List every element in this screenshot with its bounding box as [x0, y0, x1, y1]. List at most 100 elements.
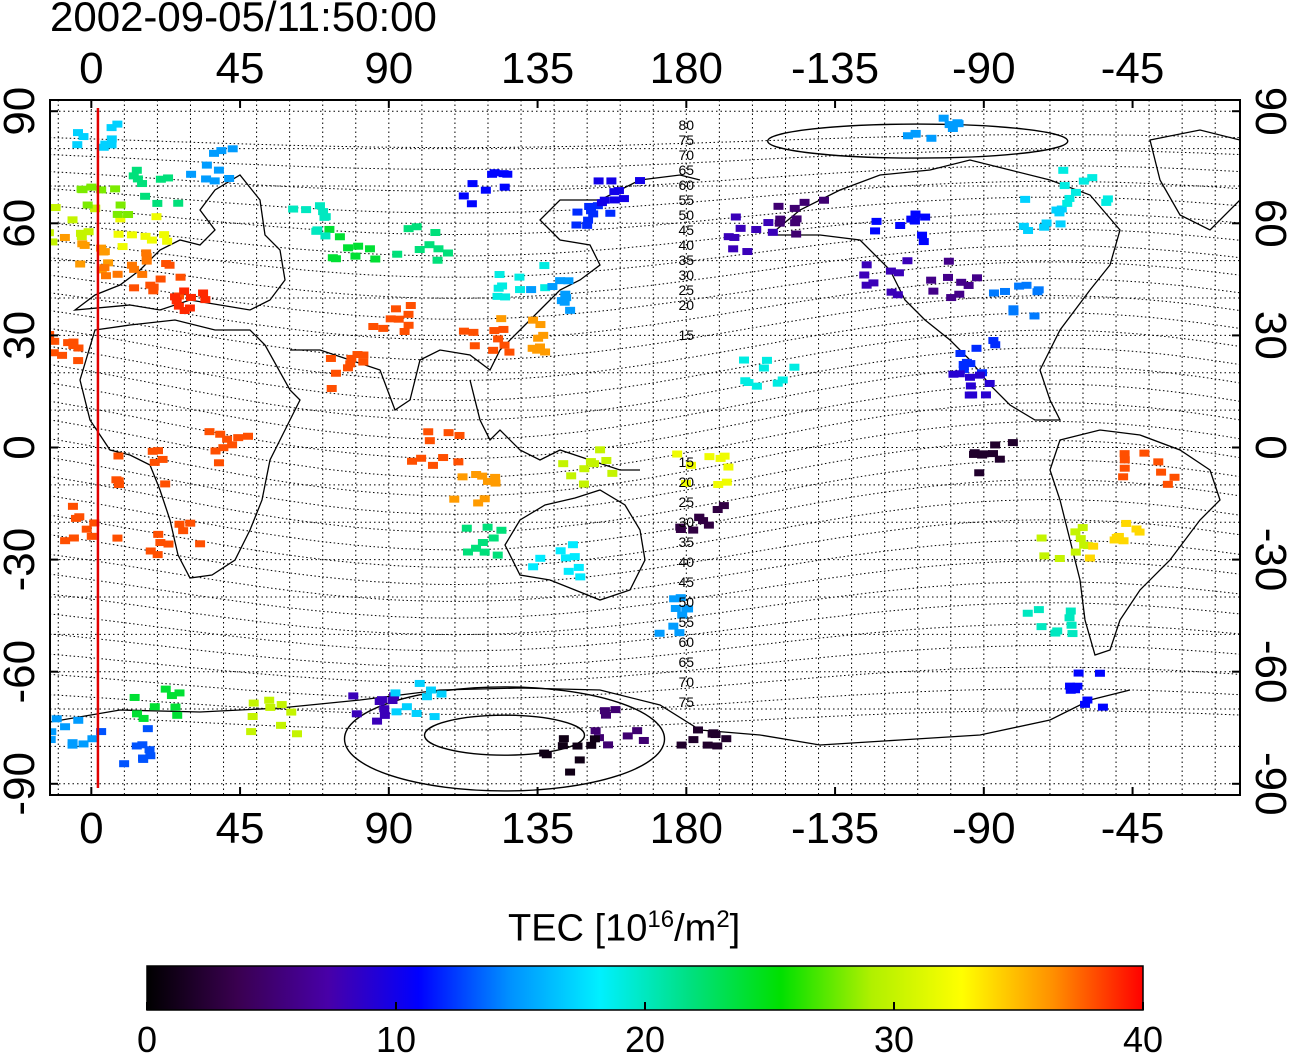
tec-cell — [861, 261, 872, 269]
tec-cell — [179, 287, 190, 295]
latitude-label-right: 90 — [1246, 87, 1292, 136]
tec-cell — [677, 611, 688, 619]
tec-cell — [113, 481, 124, 489]
tec-cell — [163, 540, 174, 548]
tec-cell — [276, 701, 287, 709]
magnetic-latitude-contours — [50, 123, 1240, 792]
tec-cell — [1118, 537, 1129, 545]
tec-cell — [573, 563, 584, 571]
tec-cell — [739, 356, 750, 364]
magnetic-latitude-label: 20 — [679, 297, 695, 313]
tec-cell — [1029, 312, 1040, 320]
magnetic-latitude-contour — [50, 479, 1240, 551]
tec-cell — [112, 210, 123, 218]
tec-cell — [610, 706, 621, 714]
tec-cell — [82, 201, 93, 209]
magnetic-latitude-contour — [50, 180, 1240, 214]
tec-cell — [675, 594, 686, 602]
tec-cell — [1097, 703, 1108, 711]
tec-cell — [938, 114, 949, 122]
tec-cell — [145, 281, 156, 289]
tec-cell — [728, 245, 739, 253]
magnetic-latitude-contour — [50, 519, 1240, 586]
tec-cell — [147, 447, 158, 455]
tec-cell — [60, 537, 71, 545]
tec-cell — [50, 349, 59, 357]
tec-cell — [73, 716, 84, 724]
tec-cell — [74, 513, 85, 521]
tec-cell — [893, 269, 904, 277]
tec-cell — [763, 219, 774, 227]
longitude-ticks-bottom: 0 45 90 135 180 -135 -90 -45 — [79, 787, 1164, 853]
magnetic-latitude-contour — [50, 402, 1240, 478]
tec-cell — [153, 530, 164, 538]
tec-cell — [987, 450, 998, 458]
tec-cell — [1065, 607, 1076, 615]
magnetic-latitude-contour — [50, 499, 1240, 568]
tec-cell — [106, 141, 117, 149]
tec-cell — [175, 273, 186, 281]
latitude-label-right: -30 — [1246, 528, 1292, 592]
tec-cell — [777, 376, 788, 384]
tec-cell — [528, 563, 539, 571]
tec-cell — [514, 273, 525, 281]
tec-cell — [958, 365, 969, 373]
tec-cell — [584, 202, 595, 210]
magnetic-latitude-label: 45 — [679, 574, 695, 590]
magnetic-latitude-contour — [50, 295, 1240, 361]
magnetic-latitude-label: 25 — [679, 494, 695, 510]
tec-cell — [632, 727, 643, 735]
tec-cell — [526, 286, 537, 294]
tec-cell — [113, 452, 124, 460]
australia-coastline — [504, 489, 646, 601]
tec-cell — [442, 249, 453, 257]
tec-cell — [680, 479, 691, 487]
magnetic-latitude-contour — [50, 212, 1240, 257]
tec-cell — [571, 221, 582, 229]
magnetic-latitude-label: 25 — [679, 282, 695, 298]
tec-cell — [224, 174, 235, 182]
tec-cell — [148, 287, 159, 295]
tec-cell — [492, 292, 503, 300]
tec-cell — [392, 250, 403, 258]
tec-cell — [488, 346, 499, 354]
tec-cell — [390, 305, 401, 313]
tec-cell — [613, 187, 624, 195]
tec-cell — [330, 369, 341, 377]
tec-cell — [142, 725, 153, 733]
tec-cell — [702, 741, 713, 749]
africa-coastline — [79, 319, 301, 579]
colorbar-tick-label: 30 — [874, 1019, 914, 1057]
tec-cell — [674, 629, 685, 637]
tec-cell — [489, 169, 500, 177]
tec-cell — [493, 335, 504, 343]
tec-cell — [723, 463, 734, 471]
tec-cell — [954, 370, 965, 378]
tec-cell — [557, 742, 568, 750]
longitude-label-bottom: 0 — [79, 804, 103, 853]
tec-cell — [129, 265, 140, 273]
tec-cell — [910, 129, 921, 137]
tec-cell — [974, 469, 985, 477]
tec-cell — [585, 458, 596, 466]
tec-cell — [558, 460, 569, 468]
tec-cell — [325, 354, 336, 362]
tec-cell — [868, 279, 879, 287]
tec-cell — [385, 315, 396, 323]
latitude-label-right: -90 — [1246, 752, 1292, 816]
magnetic-latitude-contour — [50, 149, 1240, 171]
tec-cell — [560, 554, 571, 562]
tec-cell — [213, 459, 224, 467]
tec-cell — [318, 208, 329, 216]
tec-cell — [1101, 198, 1112, 206]
tec-cell — [496, 526, 507, 534]
tec-cell — [160, 685, 171, 693]
tec-cell — [131, 166, 142, 174]
tec-cell — [352, 351, 363, 359]
tec-cell — [758, 364, 769, 372]
tec-cell — [489, 327, 500, 335]
tec-cell — [527, 344, 538, 352]
tec-cell — [582, 221, 593, 229]
tec-cell — [403, 310, 414, 318]
tec-cell — [67, 502, 78, 510]
